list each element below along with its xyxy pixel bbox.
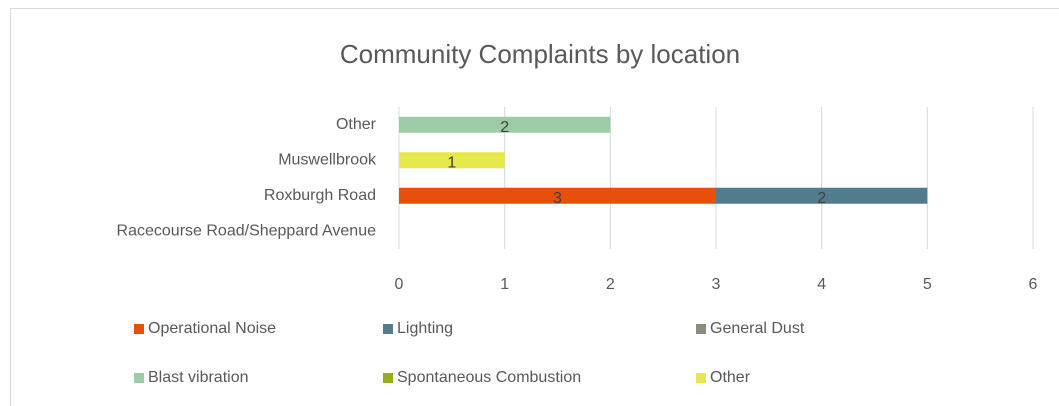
chart-title: Community Complaints by location	[340, 39, 740, 69]
y-tick-label: Muswellbrook	[278, 151, 377, 168]
bar	[399, 187, 716, 204]
legend-label: Other	[710, 369, 751, 386]
x-tick-label: 5	[923, 276, 932, 293]
legend-label: Operational Noise	[148, 320, 276, 337]
bar	[399, 152, 505, 169]
legend-swatch	[696, 373, 706, 383]
legend-label: Spontaneous Combustion	[397, 369, 581, 386]
y-tick-label: Racecourse Road/Sheppard Avenue	[117, 222, 377, 239]
chart-border	[10, 8, 1059, 406]
y-tick-label: Roxburgh Road	[264, 187, 376, 204]
legend-swatch	[696, 324, 706, 334]
legend-swatch	[383, 324, 393, 334]
legend-swatch	[383, 373, 393, 383]
legend-swatch	[134, 324, 144, 334]
data-label: 2	[817, 190, 826, 207]
x-tick-label: 0	[395, 276, 404, 293]
data-label: 2	[500, 119, 509, 136]
legend-label: Lighting	[397, 320, 453, 337]
bar	[716, 187, 928, 204]
x-tick-label: 3	[712, 276, 721, 293]
x-tick-label: 4	[817, 276, 826, 293]
y-tick-label: Other	[336, 116, 377, 133]
legend-label: General Dust	[710, 320, 805, 337]
bar	[399, 116, 611, 133]
x-tick-label: 2	[606, 276, 615, 293]
x-tick-label: 1	[500, 276, 509, 293]
legend-swatch	[134, 373, 144, 383]
data-label: 1	[447, 154, 456, 171]
x-tick-label: 6	[1029, 276, 1038, 293]
data-label: 3	[553, 190, 562, 207]
legend-label: Blast vibration	[148, 369, 249, 386]
